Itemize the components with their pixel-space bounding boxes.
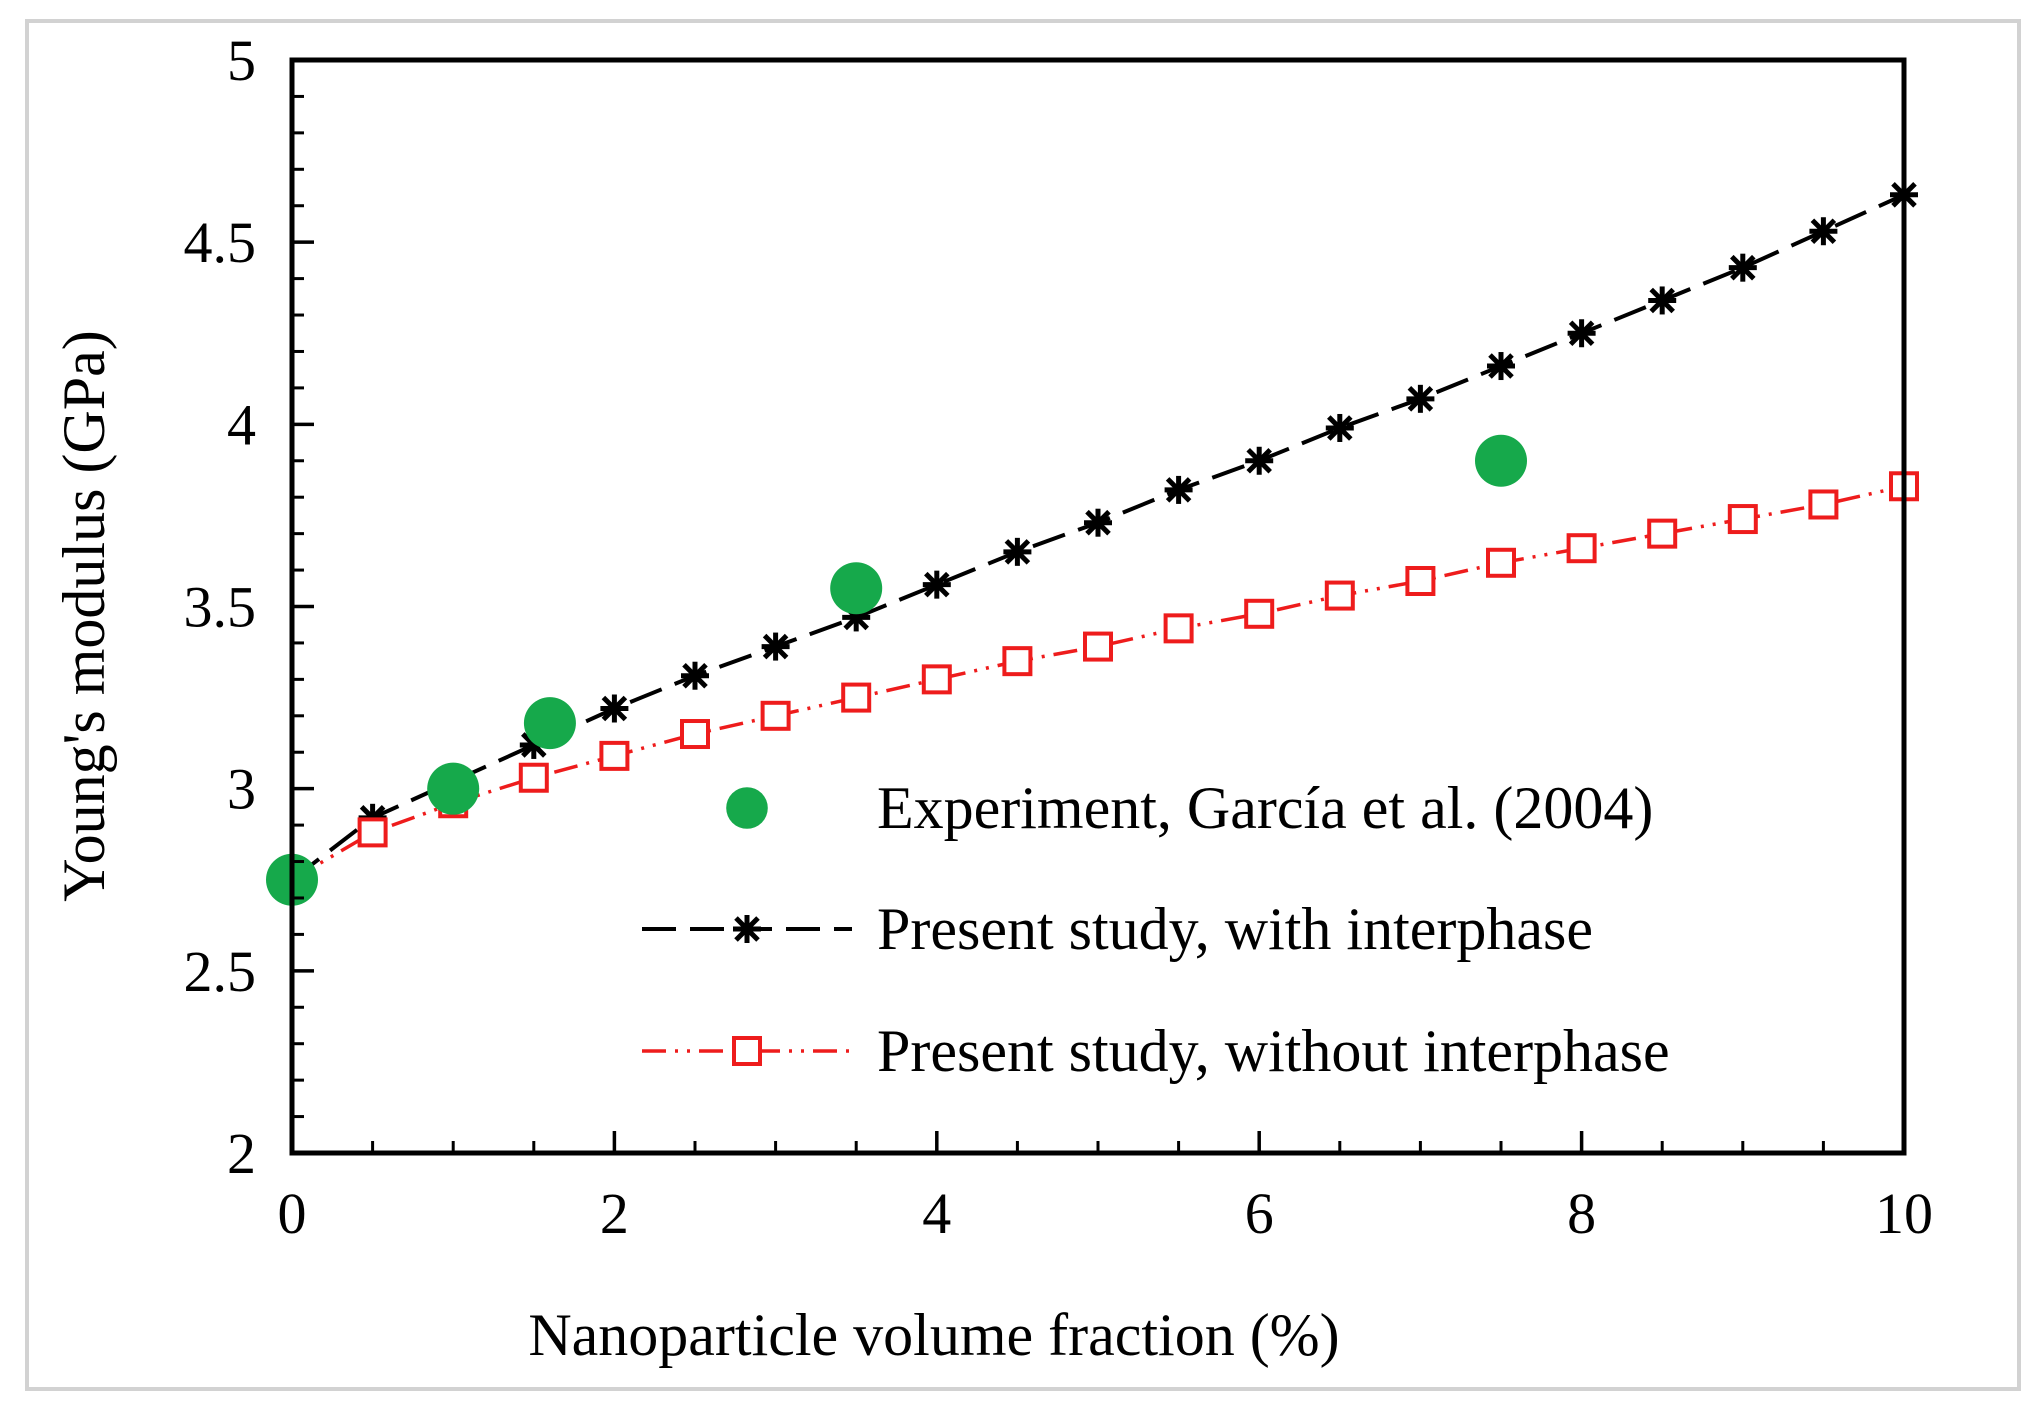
series-3-point-18	[1647, 518, 1678, 549]
legend: Experiment, García et al. (2004) Present …	[642, 775, 1670, 1084]
series-3-point-19	[1727, 504, 1758, 535]
series-2-point-9	[922, 570, 951, 599]
series-3-point-2	[357, 817, 388, 848]
legend-marker	[726, 787, 768, 829]
series-2-point-16	[1487, 352, 1515, 381]
series-1-point-5	[1475, 434, 1527, 487]
series-3-point-13	[1244, 598, 1275, 629]
legend-marker	[732, 1036, 762, 1066]
legend-item-1: Experiment, García et al. (2004)	[726, 775, 1653, 841]
series-3-point-8	[841, 682, 872, 713]
series-2-point-11	[1084, 508, 1112, 537]
series-2-point-15	[1406, 384, 1435, 413]
series-3-point-12	[1163, 613, 1194, 644]
series-3-point-6	[680, 719, 710, 750]
x-tick-label: 6	[1245, 1181, 1274, 1246]
series-3-point-14	[1324, 580, 1355, 611]
series-3-point-5	[599, 740, 630, 771]
y-tick-label: 4.5	[184, 210, 257, 275]
series-2-point-19	[1728, 253, 1757, 282]
series-1-point-4	[830, 562, 883, 615]
series-2-point-17	[1567, 319, 1596, 348]
x-tick-label: 4	[922, 1181, 951, 1246]
series-3-point-16	[1486, 547, 1516, 578]
legend-label: Present study, without interphase	[877, 1018, 1670, 1084]
series-3-point-9	[921, 664, 952, 695]
series-3-point-4	[518, 762, 549, 793]
x-tick-label: 8	[1567, 1181, 1596, 1246]
series-2-point-7	[761, 632, 790, 661]
legend-label: Experiment, García et al. (2004)	[877, 775, 1653, 841]
legend-item-2: Present study, with interphase	[642, 896, 1593, 962]
series-2-point-5	[600, 694, 629, 723]
series-3-point-10	[1002, 646, 1033, 677]
legend-marker	[733, 915, 761, 943]
y-axis-title: Young's modulus (GPa)	[51, 330, 117, 901]
legend-item-3: Present study, without interphase	[642, 1018, 1670, 1084]
series-2-point-18	[1648, 286, 1677, 315]
series-2-point-20	[1809, 217, 1838, 246]
series-2-point-12	[1164, 475, 1193, 504]
series-1-point-2	[427, 762, 480, 815]
x-axis-title: Nanoparticle volume fraction (%)	[528, 1302, 1339, 1368]
series-3-point-17	[1566, 533, 1597, 564]
series-2-point-14	[1325, 413, 1354, 442]
series-2-point-10	[1003, 537, 1032, 566]
series-3-point-15	[1405, 565, 1436, 596]
y-tick-label: 3	[227, 757, 256, 822]
series-3-point-11	[1083, 631, 1113, 662]
y-tick-label: 4	[227, 392, 256, 457]
x-tick-label: 0	[278, 1181, 307, 1246]
series-3-point-20	[1808, 489, 1839, 520]
y-tick-label: 2	[227, 1121, 256, 1186]
plot-layer	[266, 180, 1919, 906]
series-1-point-3	[523, 697, 576, 750]
legend-label: Present study, with interphase	[877, 896, 1593, 962]
y-tick-label: 3.5	[184, 575, 257, 640]
series-2-point-6	[681, 661, 709, 690]
series-3-point-7	[760, 700, 791, 731]
series-2-point-13	[1245, 446, 1274, 475]
y-tick-label: 2.5	[184, 939, 257, 1004]
figure-frame	[25, 19, 2021, 1391]
plot-frame	[289, 57, 1907, 1156]
x-tick-label: 2	[600, 1181, 629, 1246]
y-tick-label: 5	[227, 28, 256, 93]
x-tick-label: 10	[1875, 1181, 1933, 1246]
